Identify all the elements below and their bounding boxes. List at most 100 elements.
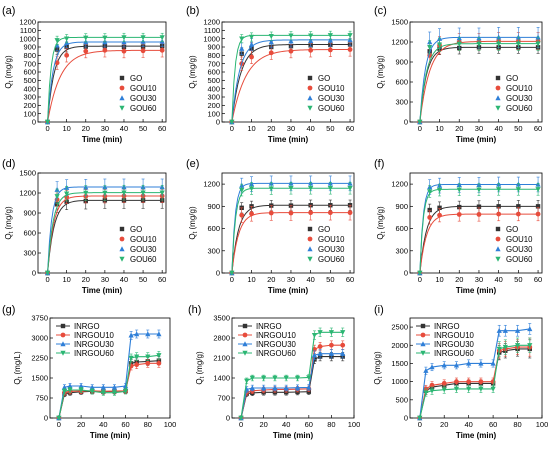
data-point (496, 187, 502, 193)
panel-letter: (d) (2, 158, 15, 170)
data-point (64, 52, 70, 58)
legend-label: INRGOU60 (434, 349, 475, 358)
y-tick-label: 1200 (19, 18, 36, 27)
y-tick-label: 900 (23, 43, 36, 52)
data-point (308, 37, 314, 43)
data-point (457, 204, 462, 210)
data-point (134, 331, 140, 337)
data-point (248, 34, 255, 40)
data-point (340, 350, 346, 356)
data-point (427, 215, 433, 220)
panel-letter: (b) (186, 5, 199, 17)
y-tick-label: 600 (207, 224, 220, 233)
data-point (535, 187, 541, 193)
data-point (288, 48, 294, 54)
legend-marker (307, 105, 313, 111)
y-axis-label: Qt (mg/g) (4, 206, 15, 240)
panel-letter: (a) (2, 5, 15, 17)
data-point (239, 36, 245, 42)
x-axis-label: Time (min) (90, 431, 131, 440)
legend-label: INRGO (74, 322, 100, 331)
y-tick-label: 300 (23, 249, 36, 258)
y-tick-label: 1200 (391, 38, 408, 47)
data-point (159, 47, 165, 53)
y-tick-label: 700 (207, 59, 220, 68)
x-tick-label: 10 (62, 124, 70, 133)
plot-frame (37, 172, 167, 274)
data-point (89, 389, 95, 395)
data-point (327, 47, 333, 53)
data-point (64, 191, 70, 197)
data-point (476, 187, 482, 193)
x-tick-label: 100 (164, 420, 177, 429)
data-point (54, 38, 60, 44)
data-point (476, 212, 482, 217)
legend-label: INRGO (256, 322, 282, 331)
legend-label: GOU30 (506, 245, 533, 254)
y-axis-label: Qt (mg/g) (4, 55, 15, 89)
data-point (248, 186, 255, 192)
panel-letter: (g) (2, 304, 15, 316)
legend-marker (242, 332, 248, 338)
x-axis-label: Time (min) (268, 286, 309, 295)
data-point (453, 362, 460, 368)
legend-marker (307, 95, 313, 101)
x-tick-label: 40 (494, 275, 502, 284)
legend-marker (119, 256, 125, 262)
data-point (83, 190, 89, 196)
y-tick-label: 3000 (31, 334, 48, 343)
plot-frame (231, 317, 355, 419)
data-point (54, 60, 60, 66)
data-point (496, 327, 502, 333)
data-point (340, 330, 346, 336)
series-GOU10 (229, 204, 353, 276)
legend-marker (119, 105, 125, 111)
data-point (44, 270, 51, 276)
data-point (159, 190, 165, 196)
y-tick-label: 0 (404, 269, 408, 278)
data-point (308, 185, 314, 191)
y-tick-label: 900 (207, 202, 220, 211)
x-tick-label: 0 (45, 275, 49, 284)
panel-letter: (h) (188, 304, 201, 316)
panel-letter: (f) (374, 158, 384, 170)
series-GOU60 (44, 185, 165, 276)
x-tick-label: 60 (121, 420, 129, 429)
series-INRGOU30 (417, 323, 533, 421)
data-point (288, 185, 294, 191)
x-tick-label: 20 (440, 420, 448, 429)
data-point (441, 387, 447, 393)
plot-frame (409, 21, 543, 123)
x-tick-label: 20 (82, 124, 90, 133)
data-point (306, 375, 312, 381)
y-tick-label: 300 (207, 246, 220, 255)
legend-marker (60, 323, 66, 329)
y-tick-label: 0 (404, 118, 408, 127)
y-tick-label: 2000 (391, 341, 408, 350)
series-GOU60 (417, 36, 541, 125)
data-point (441, 381, 447, 386)
panel-letter: (c) (374, 5, 387, 17)
data-point (64, 36, 70, 42)
legend-marker (495, 256, 501, 262)
legend-label: GOU10 (318, 235, 345, 244)
plot-frame (409, 317, 543, 419)
data-point (308, 210, 314, 216)
y-tick-label: 400 (23, 84, 36, 93)
y-tick-label: 500 (23, 76, 36, 85)
data-point (244, 378, 250, 384)
data-point (229, 270, 235, 276)
y-tick-label: 1000 (391, 377, 408, 386)
data-point (249, 211, 254, 217)
x-tick-label: 0 (418, 420, 422, 429)
data-point (347, 33, 353, 39)
y-tick-label: 900 (23, 209, 36, 218)
x-axis-label: Time (min) (268, 135, 309, 144)
data-point (328, 350, 335, 356)
data-point (527, 326, 533, 332)
data-point (134, 362, 140, 368)
